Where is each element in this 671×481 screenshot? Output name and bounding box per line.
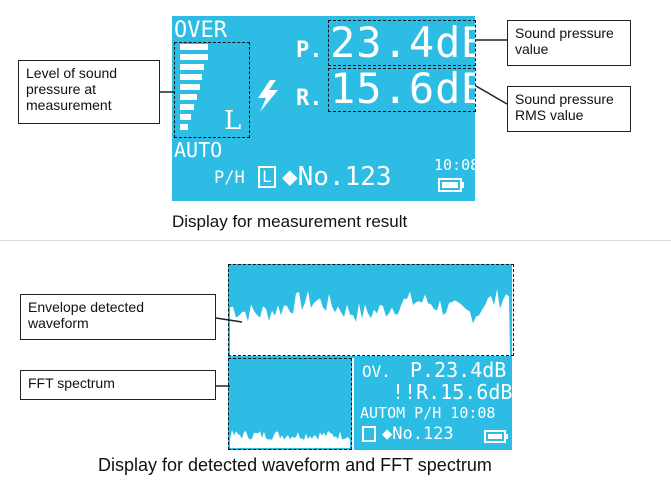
measurement-display [172,16,475,201]
bottom-l-text: L [262,167,272,186]
envelope-waveform [230,289,510,356]
callout-level: Level of sound pressure at measurement [18,60,160,124]
lightning-icon [258,80,278,112]
p-line: P.23.4dB [410,358,507,382]
waveform-highlight [228,264,514,356]
waveform-display [228,264,512,450]
callout-fft: FFT spectrum [20,370,216,400]
r-line: !!R.15.6dB [392,380,513,404]
pressure-highlight [328,20,476,66]
callout-envelope: Envelope detected waveform [20,294,216,340]
pressure-prefix: P. [296,38,323,63]
caption-display1: Display for measurement result [172,212,408,231]
fft-highlight [228,358,352,450]
w-box [362,426,376,442]
divider [0,240,671,241]
level-bar-icon [180,44,208,130]
over-label: OVER [174,18,227,43]
level-l-mark: L [224,106,242,136]
bottom-l-box: L [258,166,276,188]
pressure-value: 23.4dB [330,18,488,67]
no-line: ◆No.123 [382,424,454,444]
callout-rms: Sound pressure RMS value [507,86,631,132]
rms-value: 15.6dB [330,64,488,113]
rms-highlight [328,68,476,112]
level-highlight [174,42,250,138]
battery-icon [438,178,464,192]
bottom-no: ◆No.123 [282,162,392,192]
auto-label: AUTO [174,138,223,162]
callout-pressure: Sound pressure value [507,20,631,66]
rms-prefix: R. [296,86,323,111]
ov-label: OV. [362,362,391,381]
bottom-time: 10:08 [434,156,480,174]
battery-icon [484,430,508,443]
fft-spectrum-plot [230,430,350,448]
bottom-ph: P/H [214,168,245,188]
auto-line: AUTOM P/H 10:08 [360,404,496,422]
fft-separator [352,358,354,450]
caption-display2: Display for detected waveform and FFT sp… [98,455,492,475]
